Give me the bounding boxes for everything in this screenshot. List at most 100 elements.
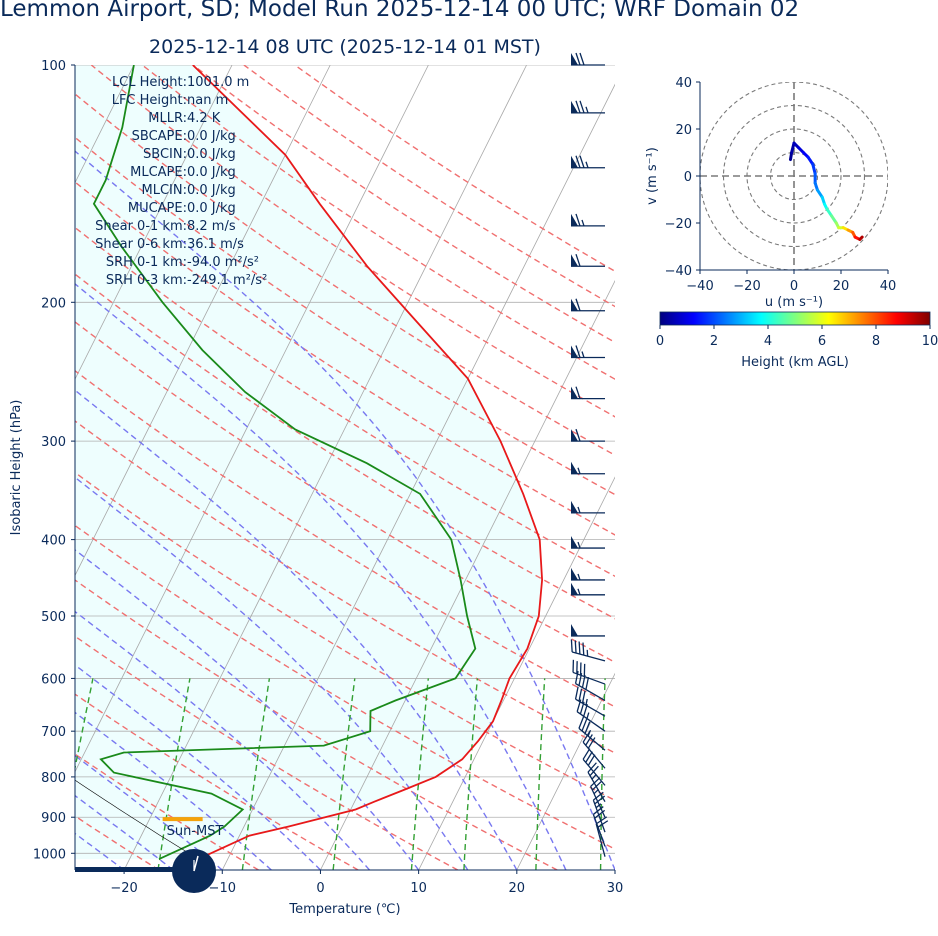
barb-full: [575, 254, 581, 267]
wind-barb: [571, 254, 605, 267]
hodo-x-tick-label: −20: [733, 279, 760, 294]
barb-full: [575, 345, 581, 358]
moist-adiabat: [75, 150, 615, 870]
barb-full: [579, 52, 585, 66]
wind-barb: [571, 536, 605, 549]
moist-adiabats: [75, 150, 615, 870]
dry-adiabat: [75, 635, 459, 870]
dry-adiabat: [75, 471, 615, 802]
y-tick-label: 200: [41, 296, 66, 311]
barb-full: [585, 734, 593, 746]
stat-value: 0.0 J/kg: [187, 165, 236, 180]
barb-flag: [571, 582, 578, 595]
barb-staff: [595, 823, 606, 857]
stat-value: 0.0 J/kg: [187, 147, 236, 162]
height-colorbar: 0 2 4 6 8 10 Height (km AGL): [656, 311, 938, 370]
x-tick-label: 10: [410, 881, 427, 896]
barb-full: [587, 762, 597, 773]
barb-half: [577, 541, 581, 549]
barb-full: [578, 672, 583, 686]
barb-full: [574, 640, 577, 654]
stat-label: SRH 0-3 km:: [106, 273, 187, 288]
isotherm-line: [75, 65, 331, 577]
barb-half: [591, 773, 597, 780]
barb-full: [582, 642, 585, 656]
wind-barb: [571, 582, 605, 596]
hodo-y-title: v (m s⁻¹): [645, 147, 660, 205]
dry-adiabat: [75, 321, 615, 664]
isotherm-line: [614, 869, 615, 870]
barb-flag: [571, 254, 578, 267]
wind-barb: [572, 659, 606, 685]
barb-full: [590, 777, 601, 787]
stat-value: 0.0 J/kg: [187, 183, 236, 198]
mixing-ratio-line: [332, 678, 356, 870]
wind-barb: [595, 816, 609, 857]
stat-label: MLCAPE:: [130, 165, 187, 180]
colorbar-tick-label: 10: [922, 334, 938, 349]
barb-full: [574, 686, 579, 700]
sun-clock-hand: [193, 855, 199, 872]
barb-half: [585, 698, 588, 706]
hodo-x-tick-label: −40: [686, 279, 713, 294]
mixing-ratio-line: [157, 678, 191, 870]
y-tick-label: 400: [41, 534, 66, 549]
barb-full: [582, 731, 591, 743]
stat-label: MLCIN:: [142, 183, 187, 198]
stat-value: 36.1 m/s: [187, 237, 244, 252]
wind-barb: [570, 639, 606, 662]
barb-full: [583, 703, 588, 717]
barb-full: [579, 155, 585, 168]
skewed-isotherms: [75, 65, 938, 870]
barb-flag: [571, 345, 578, 358]
hodograph: −40−40 −20 −20 0 0 20 20 40 40 u (m s⁻¹) v (m s⁻¹): [645, 76, 896, 310]
stat-value: 0.0 J/kg: [187, 129, 236, 144]
barb-staff: [571, 651, 606, 662]
moist-adiabat: [75, 664, 321, 870]
wind-barb: [592, 806, 606, 847]
hodo-y-tick-label: −20: [665, 217, 692, 232]
barb-full: [592, 791, 604, 801]
barb-full: [584, 721, 591, 734]
wind-barb: [571, 461, 605, 475]
wind-barb: [578, 716, 606, 751]
dry-adiabat: [75, 579, 558, 870]
y-tick-label: 900: [41, 811, 66, 826]
barb-half: [577, 506, 581, 514]
wind-barb: [571, 500, 605, 514]
barb-flag: [571, 500, 578, 513]
isotherm-line: [713, 65, 938, 870]
moist-adiabat: [75, 794, 174, 870]
wind-barb: [571, 298, 605, 312]
sun-label: Sun-MST: [167, 824, 224, 839]
barb-full: [575, 213, 581, 227]
barb-full: [575, 100, 581, 114]
isotherm-line: [75, 65, 429, 773]
wind-barb: [571, 567, 605, 581]
dry-adiabat: [75, 420, 615, 754]
dry-adiabat: [75, 524, 615, 850]
colorbar-tick-label: 2: [710, 334, 718, 349]
barb-flag: [571, 567, 578, 580]
y-axis-title: Isobaric Height (hPa): [9, 400, 24, 536]
barb-flag: [571, 53, 578, 65]
barb-staff: [578, 727, 606, 751]
isotherm-line: [320, 280, 615, 870]
wind-barb: [571, 52, 605, 66]
barb-full: [589, 765, 599, 777]
barb-staff: [592, 814, 606, 847]
barb-half: [581, 351, 585, 358]
barb-full: [575, 386, 581, 399]
y-tick-label: 300: [41, 435, 66, 450]
stat-value: -249.1 m²/s²: [187, 273, 267, 288]
colorbar-tick-label: 4: [764, 334, 772, 349]
y-tick-label: 800: [41, 771, 66, 786]
wind-barb: [571, 155, 605, 169]
barb-half: [595, 803, 602, 809]
barb-flag: [571, 213, 578, 226]
isotherm-line: [75, 65, 233, 380]
colorbar-gradient: [659, 311, 931, 326]
barb-full: [587, 737, 596, 749]
moist-adiabat: [75, 549, 420, 870]
wind-barb: [571, 213, 605, 227]
